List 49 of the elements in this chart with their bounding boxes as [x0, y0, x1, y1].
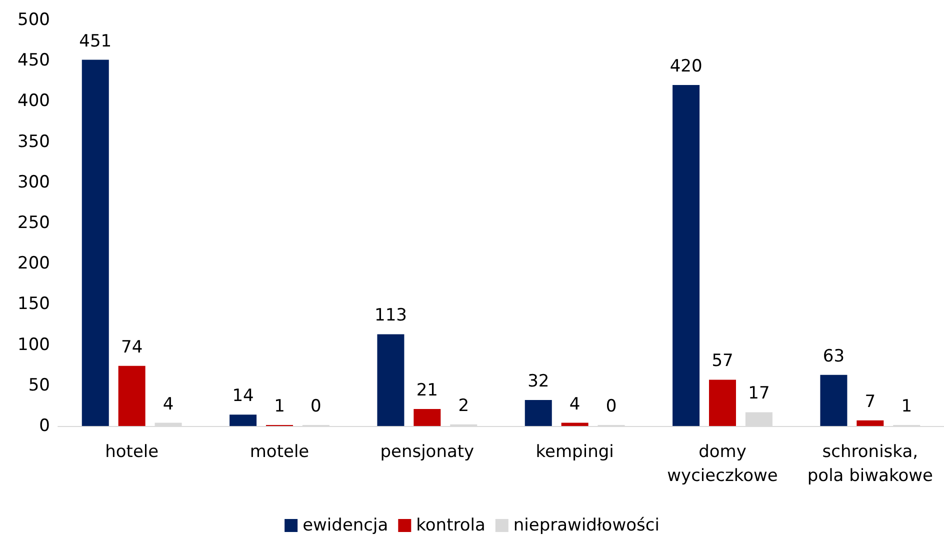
data-label: 4 — [569, 394, 580, 414]
data-label: 32 — [528, 372, 550, 392]
data-label: 0 — [606, 396, 617, 416]
x-tick-label: pensjonaty — [380, 442, 474, 462]
data-label: 2 — [458, 396, 470, 416]
bar — [672, 84, 700, 426]
y-tick-label: 400 — [18, 91, 50, 112]
bar — [414, 408, 441, 426]
x-tick-label: domy wycieczkowe — [667, 442, 778, 486]
y-tick-label: 50 — [28, 375, 50, 396]
x-tick-label: schroniska, pola biwakowe — [807, 442, 933, 486]
y-tick-label: 250 — [18, 213, 50, 233]
data-label: 1 — [274, 396, 285, 416]
data-label: 4 — [162, 394, 174, 414]
y-tick-label: 500 — [18, 10, 50, 30]
data-label: 17 — [748, 384, 770, 404]
x-tick-label: hotele — [105, 442, 159, 462]
bar — [524, 400, 552, 426]
data-label: 113 — [374, 306, 407, 326]
y-tick-label: 100 — [18, 334, 50, 355]
data-label: 21 — [416, 380, 438, 400]
data-label: 14 — [232, 386, 254, 406]
data-label: 0 — [310, 396, 322, 416]
bar — [377, 334, 404, 426]
data-label: 74 — [121, 337, 143, 358]
y-tick-label: 200 — [18, 254, 50, 274]
bar — [82, 60, 109, 426]
bar — [820, 374, 848, 426]
y-tick-label: 0 — [39, 416, 50, 436]
bar — [561, 422, 588, 426]
y-tick-label: 350 — [18, 132, 50, 152]
legend-label: ewidencja — [302, 516, 388, 536]
y-tick-label: 450 — [18, 50, 50, 71]
bar — [118, 366, 146, 426]
data-label: 451 — [79, 31, 112, 52]
bar — [856, 420, 884, 426]
y-tick-label: 300 — [18, 172, 50, 192]
data-label: 7 — [864, 392, 876, 412]
legend-label: kontrola — [416, 516, 486, 536]
data-label: 57 — [712, 351, 734, 372]
x-tick-label: motele — [250, 442, 310, 462]
bar — [230, 414, 257, 426]
data-label: 420 — [670, 56, 702, 76]
data-label: 1 — [901, 396, 912, 416]
y-tick-label: 150 — [18, 294, 50, 314]
bar — [709, 380, 736, 426]
data-label: 63 — [822, 346, 845, 366]
x-tick-label: kempingi — [536, 442, 614, 462]
legend-label: nieprawidłowości — [513, 516, 660, 536]
